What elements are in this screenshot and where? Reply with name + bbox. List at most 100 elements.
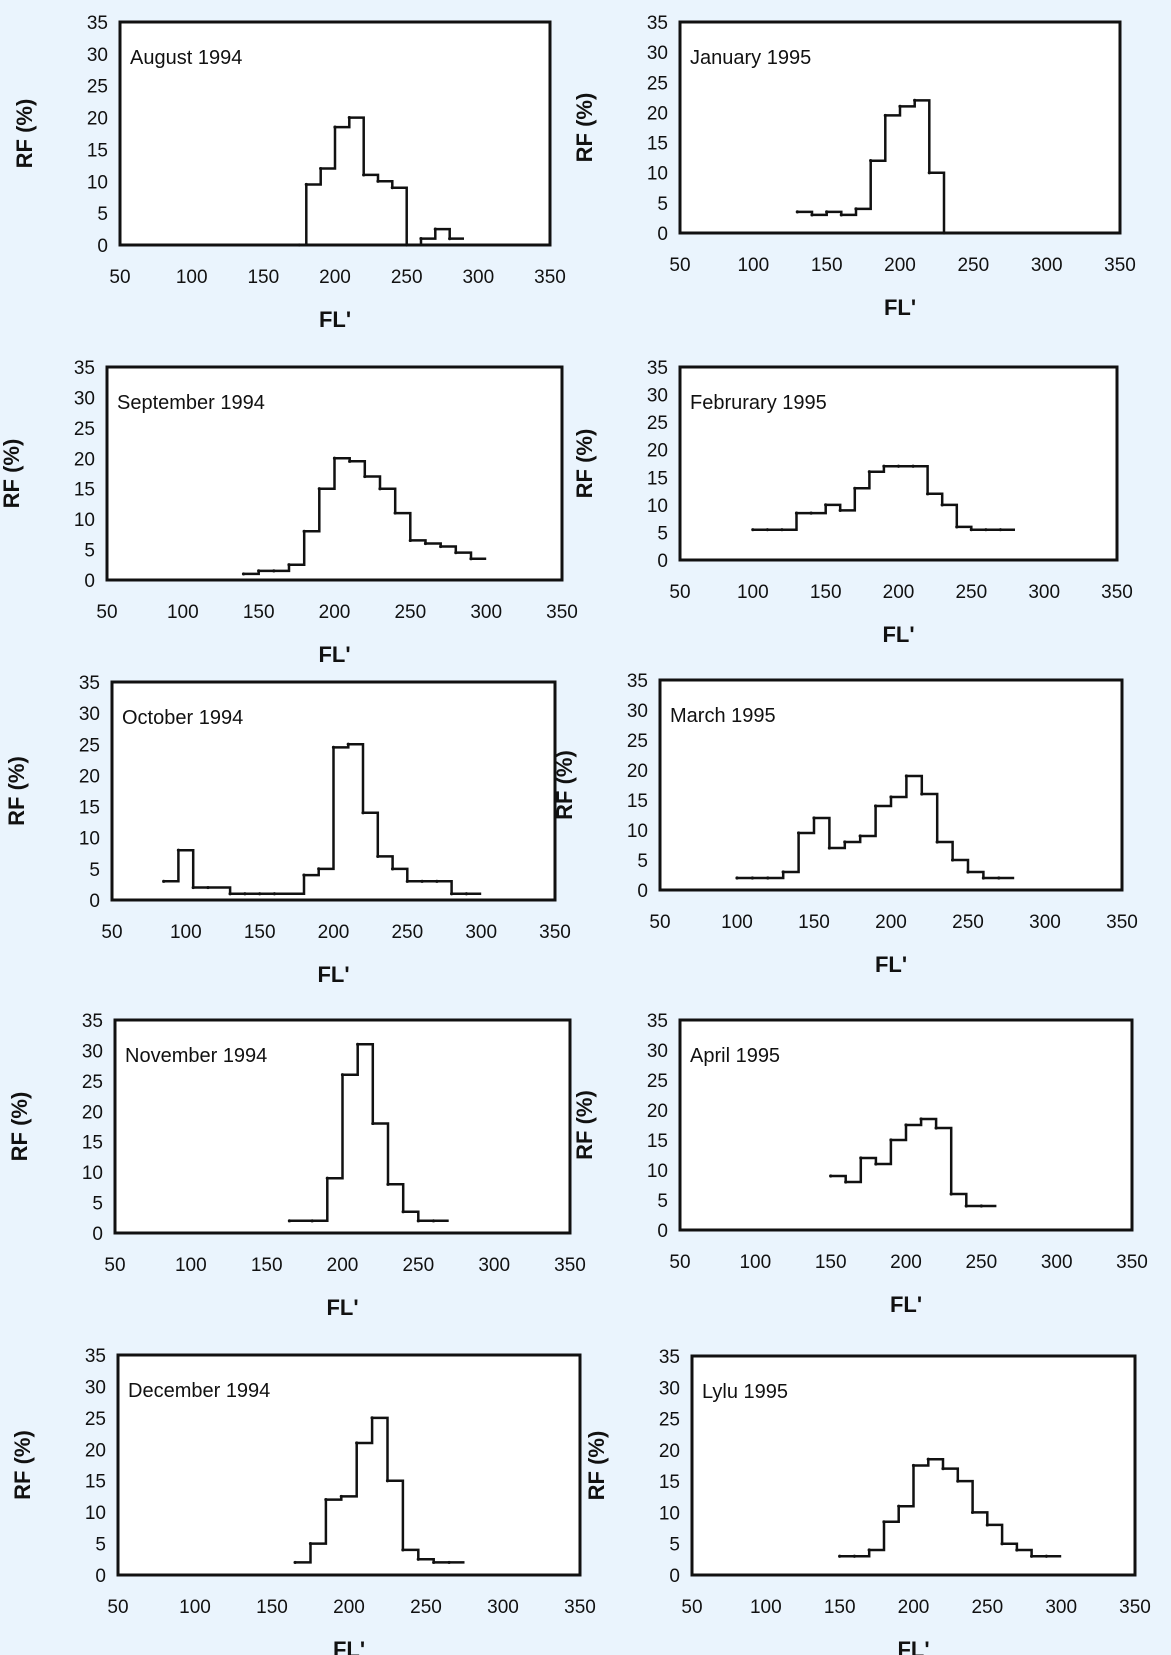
y-tick-label: 35 [659, 1347, 680, 1368]
data-point [838, 1554, 842, 1558]
y-tick-label: 5 [669, 1535, 680, 1556]
data-point [348, 459, 352, 463]
data-point [325, 1176, 329, 1180]
panel-title: Februrary 1995 [690, 392, 827, 414]
y-tick-label: 10 [85, 1503, 106, 1524]
x-tick-label: 150 [810, 582, 842, 603]
y-tick-label: 25 [659, 1410, 680, 1431]
x-tick-label: 350 [546, 602, 578, 623]
y-tick-label: 0 [89, 891, 100, 912]
data-point [162, 879, 166, 883]
panel-title: August 1994 [130, 47, 242, 69]
y-tick-label: 0 [95, 1566, 106, 1587]
x-tick-label: 100 [179, 1597, 211, 1618]
data-point [979, 1204, 983, 1208]
data-point [302, 529, 306, 533]
x-tick-label: 50 [101, 922, 122, 943]
data-point [853, 486, 857, 490]
data-point [333, 125, 337, 129]
x-axis-label: FL' [326, 1295, 358, 1320]
y-tick-label: 35 [647, 1011, 668, 1032]
y-axis-label: RF (%) [12, 99, 37, 169]
y-tick-label: 20 [647, 441, 668, 462]
data-point [293, 1560, 297, 1565]
data-point [363, 474, 367, 479]
y-tick-label: 5 [89, 860, 100, 881]
plot-frame [678, 20, 1122, 235]
x-axis-label: FL' [317, 962, 349, 987]
data-point [272, 569, 276, 573]
y-tick-label: 15 [74, 480, 95, 501]
x-tick-label: 350 [1101, 582, 1133, 603]
y-tick-label: 35 [87, 13, 108, 34]
data-point [812, 816, 816, 820]
panel-10: 0 5 10 15 20 25 30 35 50 100 150 200 250 300 350 FL' RF … [584, 1347, 1151, 1655]
data-point [889, 795, 893, 799]
y-tick-label: 0 [657, 1221, 668, 1242]
data-point [858, 834, 862, 838]
y-tick-label: 25 [627, 731, 648, 752]
y-axis-label: RF (%) [584, 1431, 609, 1501]
y-tick-label: 5 [637, 851, 648, 872]
data-point [898, 104, 902, 108]
y-tick-label: 15 [659, 1472, 680, 1493]
y-tick-label: 30 [647, 1041, 668, 1062]
x-tick-label: 250 [957, 255, 989, 276]
x-tick-label: 100 [175, 1255, 207, 1276]
data-point [839, 213, 843, 217]
y-tick-label: 20 [659, 1441, 680, 1462]
data-point [450, 892, 454, 896]
x-tick-label: 150 [824, 1597, 856, 1618]
data-point [750, 876, 755, 880]
x-tick-label: 200 [319, 267, 351, 288]
x-tick-label: 300 [478, 1255, 510, 1276]
data-point [897, 1504, 901, 1508]
y-tick-label: 15 [82, 1133, 103, 1154]
y-tick-label: 20 [627, 761, 648, 782]
x-tick-label: 100 [167, 602, 199, 623]
data-point [191, 885, 195, 890]
data-point [317, 487, 321, 491]
y-axis-label: RF (%) [572, 93, 597, 163]
x-axis-label: FL' [318, 642, 350, 667]
x-tick-label: 150 [256, 1597, 288, 1618]
data-point [735, 876, 739, 880]
plot-frame [658, 678, 1124, 892]
series-line [299, 116, 464, 247]
x-tick-label: 150 [798, 912, 830, 933]
data-point [308, 1541, 313, 1546]
data-point [302, 873, 306, 877]
data-point [317, 867, 321, 871]
x-tick-label: 150 [243, 602, 275, 623]
data-point [361, 811, 365, 815]
data-point [339, 1494, 343, 1499]
x-tick-label: 300 [1028, 582, 1060, 603]
y-tick-label: 30 [87, 45, 108, 66]
x-tick-label: 250 [965, 1252, 997, 1273]
x-tick-label: 50 [109, 267, 130, 288]
data-point [243, 892, 247, 896]
data-point [934, 1126, 938, 1130]
x-tick-label: 200 [884, 255, 916, 276]
y-tick-label: 30 [647, 43, 668, 64]
x-tick-label: 350 [1119, 1597, 1151, 1618]
y-axis-label: RF (%) [572, 1090, 597, 1160]
x-tick-label: 50 [681, 1597, 702, 1618]
data-point [765, 528, 770, 532]
panel-title: January 1995 [690, 47, 811, 69]
data-point [956, 1479, 960, 1483]
x-tick-label: 250 [391, 267, 423, 288]
x-tick-label: 250 [410, 1597, 442, 1618]
data-point [940, 503, 944, 507]
data-point [332, 456, 337, 460]
series-line [289, 1043, 449, 1223]
y-tick-label: 0 [637, 881, 648, 902]
data-point [926, 1457, 930, 1461]
y-tick-label: 15 [627, 791, 648, 812]
y-tick-label: 5 [657, 194, 668, 215]
panel-title: October 1994 [122, 707, 243, 729]
data-point [1015, 1548, 1019, 1552]
data-point [911, 1463, 916, 1468]
data-point [889, 1138, 893, 1142]
x-tick-label: 50 [649, 912, 670, 933]
